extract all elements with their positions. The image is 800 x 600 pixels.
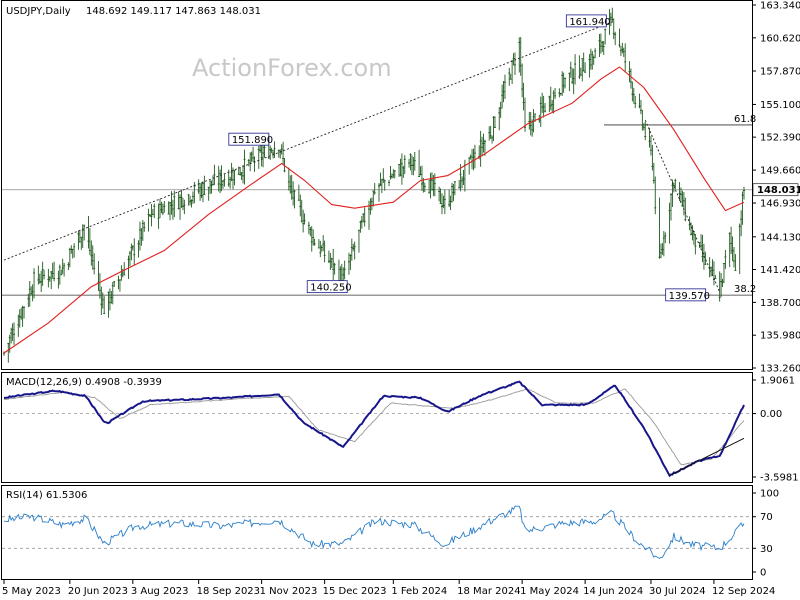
price-panel-frame — [1, 0, 753, 370]
price-annotation-label: 139.570 — [669, 291, 710, 302]
macd-axis-tick-label: 0.00 — [760, 409, 782, 420]
price-axis-tick-label: 160.620 — [760, 33, 800, 44]
rsi-axis-tick-label: 0 — [760, 568, 766, 579]
rsi-axis-tick-label: 100 — [760, 489, 779, 500]
macd-trendline — [669, 437, 745, 476]
price-annotation-label: 140.250 — [310, 283, 351, 294]
macd-signal-line — [3, 388, 745, 466]
x-axis-tick-label: 12 Sep 2024 — [712, 586, 775, 597]
x-axis-tick-label: 15 Dec 2023 — [323, 586, 387, 597]
price-axis-tick-label: 146.930 — [760, 199, 800, 210]
macd-axis-tick-label: 1.9061 — [760, 376, 795, 387]
watermark-text: ActionForex.com — [192, 54, 392, 82]
price-annotation-box — [228, 132, 270, 146]
price-annotation-box — [665, 288, 707, 302]
moving-average-line — [3, 66, 745, 354]
price-axis-tick-label: 157.870 — [760, 67, 800, 78]
x-axis-tick-label: 5 May 2023 — [2, 586, 61, 597]
price-axis-tick-label: 152.390 — [760, 133, 800, 144]
fib-level-618-label: 61.8 — [734, 114, 756, 125]
macd-panel-frame — [1, 372, 753, 483]
price-axis-tick-label: 149.660 — [760, 166, 800, 177]
x-axis-tick-label: 18 Mar 2024 — [457, 586, 520, 597]
price-axis-tick-label: 135.980 — [760, 331, 800, 342]
fib-level-382-label: 38.2 — [734, 284, 756, 295]
current-price-label-box — [752, 183, 799, 197]
price-axis-tick-label: 163.340 — [760, 1, 800, 12]
macd-title: MACD(12,26,9) 0.4908 -0.3939 — [6, 377, 162, 388]
x-axis-tick-label: 1 May 2024 — [520, 586, 579, 597]
rsi-axis-tick-label: 30 — [760, 544, 773, 555]
price-axis-tick-label: 133.260 — [760, 364, 800, 375]
rsi-line — [3, 505, 745, 560]
price-annotation-label: 151.890 — [232, 135, 273, 146]
macd-main-line — [3, 380, 745, 478]
x-axis-tick-label: 18 Sep 2023 — [197, 586, 260, 597]
price-axis-tick-label: 141.420 — [760, 265, 800, 276]
price-trendline-1 — [3, 21, 613, 261]
rsi-panel-frame — [1, 485, 753, 580]
price-axis-tick-label: 138.700 — [760, 298, 800, 309]
price-annotation-label: 161.940 — [569, 17, 610, 28]
x-axis-tick-label: 20 Jun 2023 — [68, 586, 128, 597]
price-annotation-box — [565, 14, 607, 28]
price-ohlc-header: 148.692 149.117 147.863 148.031 — [86, 6, 261, 17]
rsi-axis-tick-label: 70 — [760, 512, 773, 523]
price-trendline-2 — [644, 119, 721, 293]
price-axis-tick-label: 144.130 — [760, 232, 800, 243]
rsi-title: RSI(14) 61.5306 — [6, 490, 87, 501]
x-axis-tick-label: 30 Jul 2024 — [649, 586, 706, 597]
current-price-label: 148.031 — [757, 185, 800, 196]
x-axis-tick-label: 14 Jun 2024 — [583, 586, 643, 597]
price-symbol-title: USDJPY,Daily — [6, 6, 71, 17]
x-axis-tick-label: 1 Nov 2023 — [260, 586, 318, 597]
macd-axis-tick-label: -3.5981 — [760, 473, 799, 484]
price-axis-tick-label: 155.100 — [760, 100, 800, 111]
x-axis-tick-label: 1 Feb 2024 — [391, 586, 447, 597]
x-axis-tick-label: 3 Aug 2023 — [131, 586, 189, 597]
price-annotation-box — [306, 280, 348, 294]
